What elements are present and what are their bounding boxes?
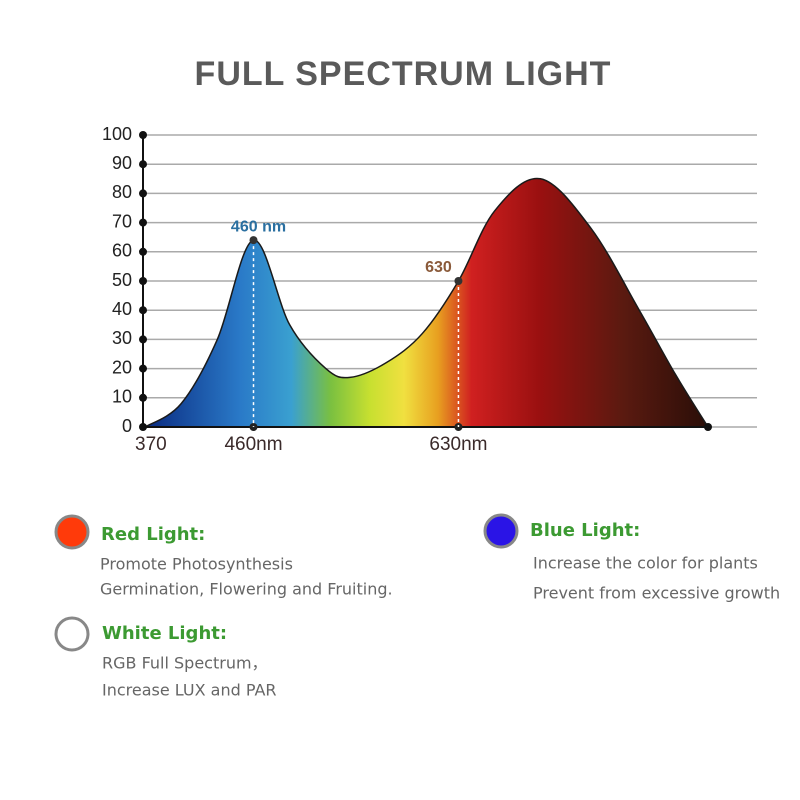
y-tick-label: 80 xyxy=(112,182,132,202)
feature-line: Prevent from excessive growth xyxy=(533,584,780,603)
y-tick-label: 60 xyxy=(112,241,132,261)
feature-line: Germination, Flowering and Fruiting. xyxy=(100,580,393,599)
y-tick-label: 0 xyxy=(122,416,132,436)
annotation-label: 460 nm xyxy=(231,218,286,235)
feature-title: Red Light: xyxy=(101,524,205,545)
y-tick-label: 90 xyxy=(112,153,132,173)
y-tick-label: 50 xyxy=(112,270,132,290)
feature-icon xyxy=(54,616,90,652)
feature-icon xyxy=(54,514,90,550)
y-tick-label: 30 xyxy=(112,328,132,348)
y-tick-label: 10 xyxy=(112,387,132,407)
feature-line: RGB Full Spectrum， xyxy=(102,654,268,673)
y-tick-label: 40 xyxy=(112,299,132,319)
y-tick-label: 70 xyxy=(112,211,132,231)
x-tick-label: 370 xyxy=(135,434,167,455)
x-axis-end xyxy=(704,423,712,431)
annotation-point xyxy=(454,277,463,285)
feature-title: Blue Light: xyxy=(530,520,640,541)
feature-title: White Light: xyxy=(102,623,227,644)
x-tick-label: 460nm xyxy=(224,434,282,455)
feature-line: Promote Photosynthesis xyxy=(100,555,293,574)
spectrum-area xyxy=(142,177,710,428)
annotation-point xyxy=(249,236,258,245)
feature-line: Increase LUX and PAR xyxy=(102,681,277,700)
x-tick-label: 630nm xyxy=(429,434,487,455)
y-tick-label: 100 xyxy=(102,124,132,144)
feature-line: Increase the color for plants xyxy=(533,554,758,573)
chart-title: FULL SPECTRUM LIGHT xyxy=(195,55,612,93)
y-tick-label: 20 xyxy=(112,357,132,377)
feature-icon xyxy=(483,513,519,549)
annotation-label: 630 xyxy=(425,259,452,276)
